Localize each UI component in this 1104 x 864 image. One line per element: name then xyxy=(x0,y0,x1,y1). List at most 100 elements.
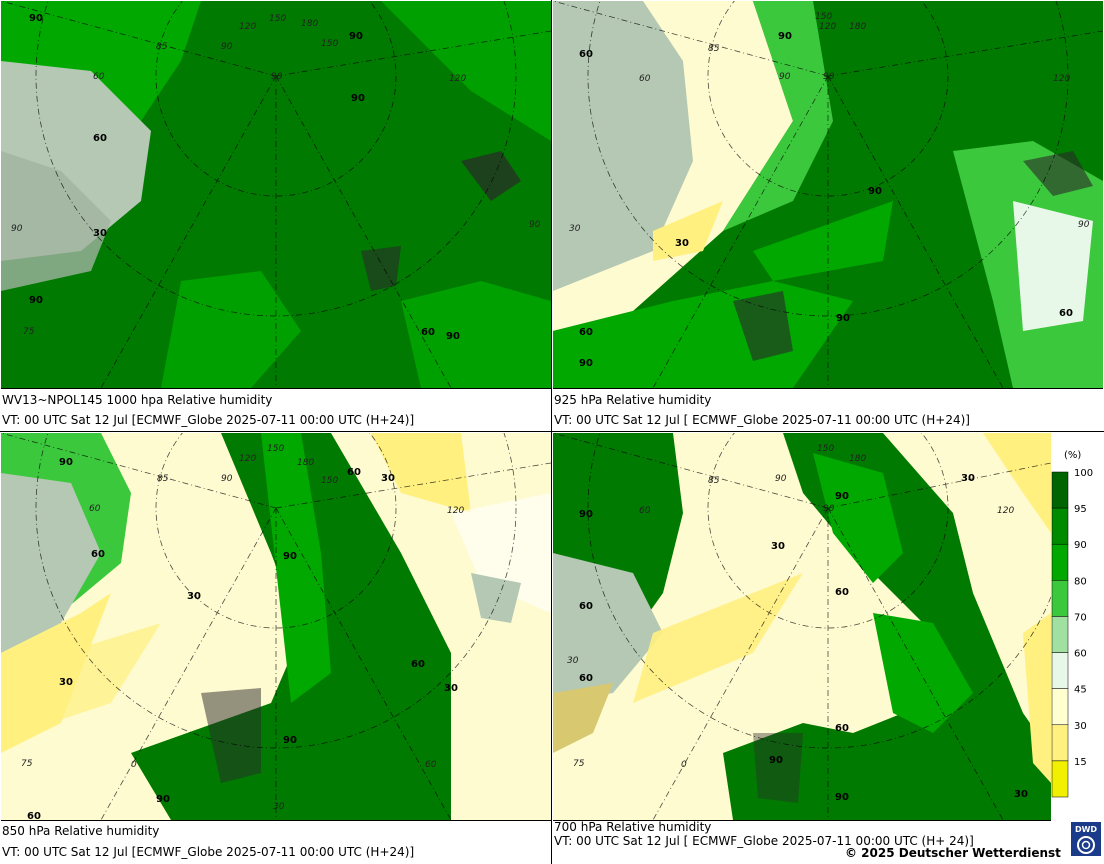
svg-text:85: 85 xyxy=(708,476,720,486)
svg-text:60: 60 xyxy=(425,760,437,770)
svg-text:120: 120 xyxy=(447,506,464,516)
svg-text:90: 90 xyxy=(823,72,835,82)
caption-title-700hpa: 700 hPa Relative humidity xyxy=(554,820,712,834)
caption-valid-time-925hpa: VT: 00 UTC Sat 12 Jul [ ECMWF_Globe 2025… xyxy=(554,413,970,427)
svg-text:60: 60 xyxy=(91,549,105,560)
svg-text:30: 30 xyxy=(381,473,395,484)
svg-text:90: 90 xyxy=(351,93,365,104)
svg-text:150: 150 xyxy=(321,476,338,486)
svg-text:90: 90 xyxy=(283,551,297,562)
svg-text:90: 90 xyxy=(271,72,283,82)
caption-valid-time-850hpa: VT: 00 UTC Sat 12 Jul [ECMWF_Globe 2025-… xyxy=(2,845,415,859)
legend-swatch-60 xyxy=(1051,652,1069,689)
svg-text:60: 60 xyxy=(639,74,651,84)
svg-text:60: 60 xyxy=(835,587,849,598)
svg-text:85: 85 xyxy=(708,44,720,54)
svg-text:30: 30 xyxy=(1014,789,1028,800)
caption-valid-time-700hpa: VT: 00 UTC Sat 12 Jul [ ECMWF_Globe 2025… xyxy=(554,834,974,848)
legend-swatch-70 xyxy=(1051,616,1069,653)
svg-text:60: 60 xyxy=(579,327,593,338)
svg-text:30: 30 xyxy=(93,228,107,239)
svg-text:90: 90 xyxy=(775,474,787,484)
dwd-logo-icon: DWD xyxy=(1071,822,1101,856)
copyright-credit: © 2025 Deutscher Wetterdienst xyxy=(845,846,1061,860)
svg-text:180: 180 xyxy=(297,458,314,468)
legend-tick-80: 80 xyxy=(1074,576,1087,587)
svg-text:180: 180 xyxy=(849,22,866,32)
svg-text:150: 150 xyxy=(269,14,286,24)
svg-text:0: 0 xyxy=(131,760,137,770)
legend-unit: (%) xyxy=(1064,450,1081,461)
svg-text:90: 90 xyxy=(156,794,170,805)
map-1000hpa: 90 60 30 90 90 90 60 90 120 150 180 150 … xyxy=(1,1,551,389)
svg-text:85: 85 xyxy=(156,42,168,52)
svg-text:30: 30 xyxy=(187,591,201,602)
svg-text:90: 90 xyxy=(779,72,791,82)
svg-text:150: 150 xyxy=(815,12,832,22)
map-700hpa: 90 90 30 60 30 60 60 90 60 90 30 150 180… xyxy=(553,433,1051,821)
svg-text:90: 90 xyxy=(769,755,783,766)
svg-text:120: 120 xyxy=(449,74,466,84)
svg-text:30: 30 xyxy=(444,683,458,694)
caption-title-850hpa: 850 hPa Relative humidity xyxy=(2,824,160,838)
svg-text:120: 120 xyxy=(239,22,256,32)
legend-swatch-90 xyxy=(1051,543,1069,581)
legend-tick-60: 60 xyxy=(1074,649,1087,660)
svg-text:90: 90 xyxy=(283,735,297,746)
svg-text:90: 90 xyxy=(446,331,460,342)
svg-text:75: 75 xyxy=(21,759,33,769)
svg-text:90: 90 xyxy=(349,31,363,42)
legend-tick-95: 95 xyxy=(1074,504,1087,515)
svg-text:60: 60 xyxy=(579,673,593,684)
svg-text:150: 150 xyxy=(817,444,834,454)
svg-text:85: 85 xyxy=(157,474,169,484)
svg-text:30: 30 xyxy=(771,541,785,552)
svg-text:90: 90 xyxy=(778,31,792,42)
svg-text:60: 60 xyxy=(89,504,101,514)
svg-text:30: 30 xyxy=(569,224,581,234)
legend-swatch-30 xyxy=(1051,724,1069,762)
caption-title-1000hpa: WV13~NPOL145 1000 hpa Relative humidity xyxy=(2,393,273,407)
svg-text:120: 120 xyxy=(239,454,256,464)
svg-text:60: 60 xyxy=(421,327,435,338)
legend-tick-15: 15 xyxy=(1074,757,1087,768)
svg-text:150: 150 xyxy=(267,444,284,454)
svg-text:60: 60 xyxy=(639,506,651,516)
svg-text:60: 60 xyxy=(93,133,107,144)
svg-text:120: 120 xyxy=(819,22,836,32)
svg-text:90: 90 xyxy=(868,186,882,197)
svg-text:60: 60 xyxy=(27,811,41,820)
svg-text:60: 60 xyxy=(579,49,593,60)
svg-text:90: 90 xyxy=(529,220,541,230)
svg-text:30: 30 xyxy=(567,656,579,666)
svg-text:90: 90 xyxy=(1078,220,1090,230)
legend-swatch-80 xyxy=(1051,580,1069,617)
svg-text:30: 30 xyxy=(961,473,975,484)
svg-text:60: 60 xyxy=(835,723,849,734)
svg-text:150: 150 xyxy=(321,39,338,49)
legend-tick-90: 90 xyxy=(1074,540,1087,551)
legend-swatch-45 xyxy=(1051,688,1069,726)
legend-tick-30: 30 xyxy=(1074,721,1087,732)
panel-700hpa: 90 90 30 60 30 60 60 90 60 90 30 150 180… xyxy=(552,432,1104,864)
legend-tick-45: 45 xyxy=(1074,685,1087,696)
svg-text:0: 0 xyxy=(681,760,687,770)
svg-text:180: 180 xyxy=(849,454,866,464)
legend-swatch-95 xyxy=(1051,507,1069,545)
svg-text:90: 90 xyxy=(59,457,73,468)
legend-tick-70: 70 xyxy=(1074,612,1087,623)
svg-text:75: 75 xyxy=(23,327,35,337)
svg-text:90: 90 xyxy=(835,491,849,502)
svg-text:90: 90 xyxy=(835,792,849,803)
panel-divider-horizontal xyxy=(0,431,1104,432)
legend-swatch-15 xyxy=(1051,760,1069,798)
caption-title-925hpa: 925 hPa Relative humidity xyxy=(554,393,712,407)
svg-text:30: 30 xyxy=(273,802,285,812)
svg-text:90: 90 xyxy=(579,358,593,369)
svg-text:90: 90 xyxy=(836,313,850,324)
svg-text:30: 30 xyxy=(59,677,73,688)
svg-text:60: 60 xyxy=(579,601,593,612)
svg-text:90: 90 xyxy=(579,509,593,520)
svg-text:90: 90 xyxy=(11,224,23,234)
panel-925hpa: 60 90 90 30 60 90 60 90 120 150 180 85 9… xyxy=(552,0,1104,431)
